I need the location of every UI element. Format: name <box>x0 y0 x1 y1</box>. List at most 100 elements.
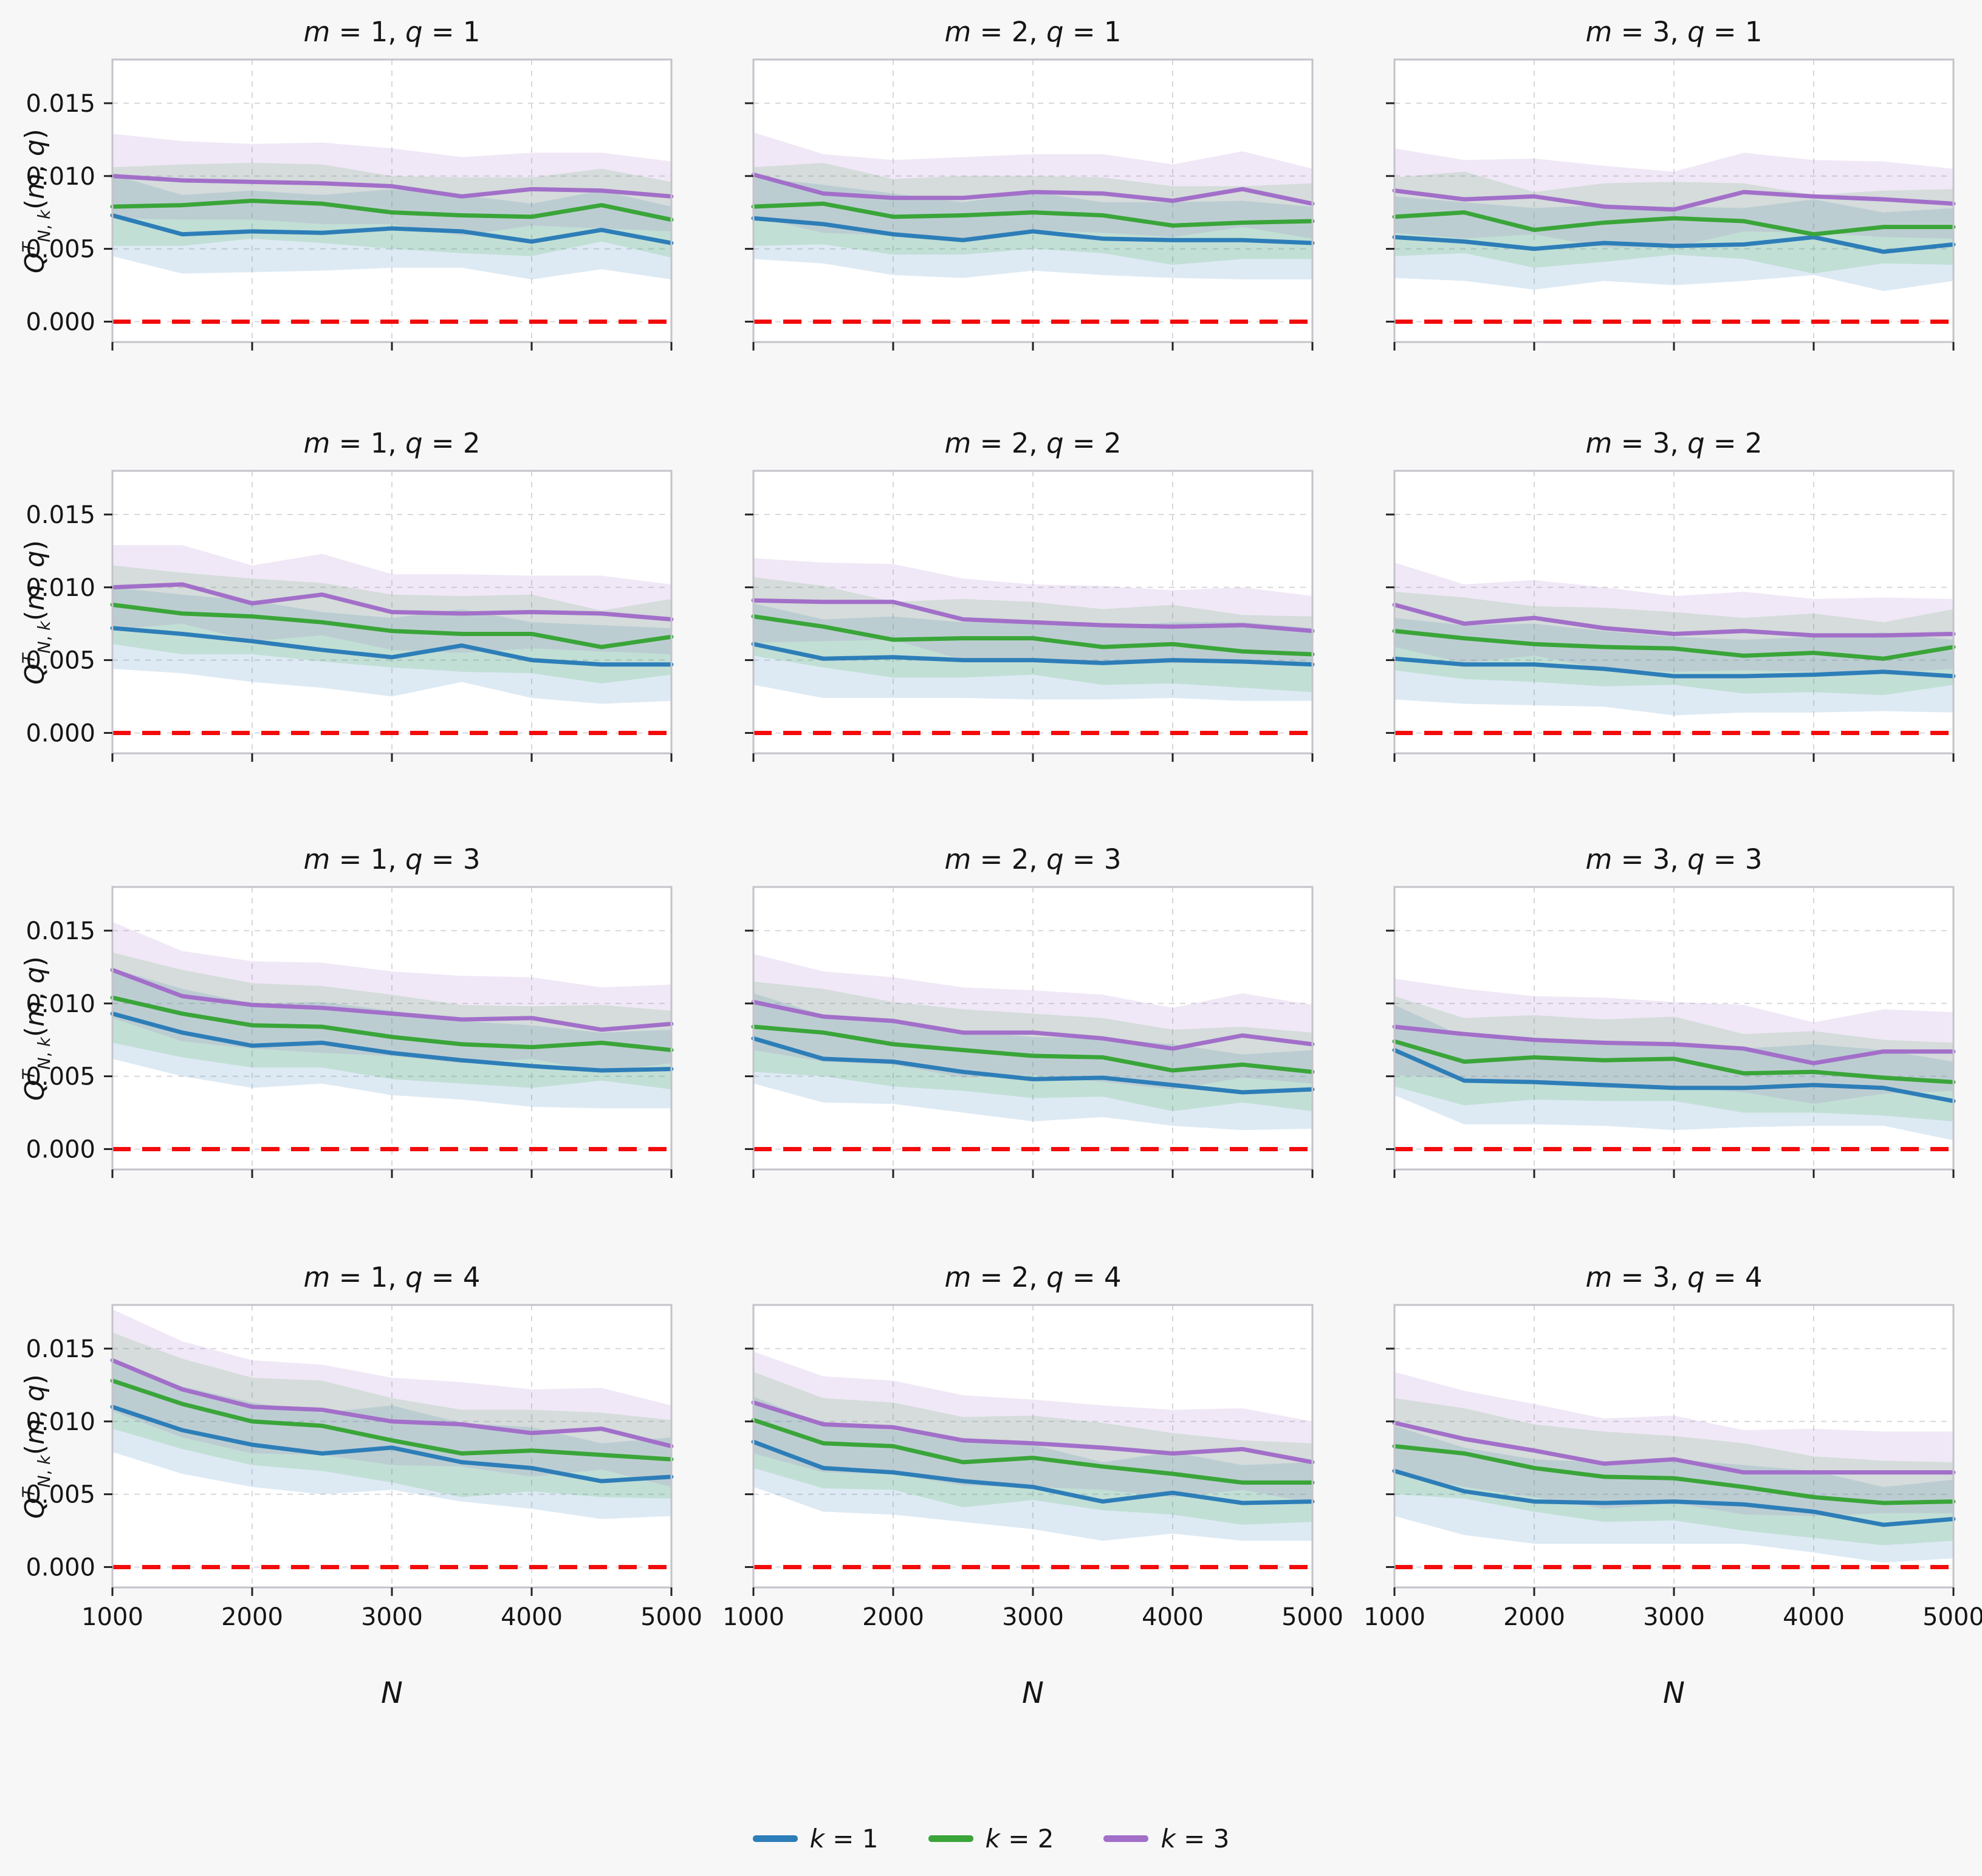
confidence-band-k2 <box>112 952 671 1090</box>
legend-label: k = 2 <box>985 1824 1054 1854</box>
series-line-k3 <box>751 172 1315 206</box>
series-line-k1 <box>110 626 674 667</box>
confidence-band-k3 <box>112 922 671 1072</box>
subplot-m1-q3: m = 1, q = 3 0.000 0.005 0.010 0.015 <box>26 842 674 1178</box>
x-tick-label: 4000 <box>501 1603 563 1631</box>
x-tick-label: 5000 <box>1281 1603 1343 1631</box>
confidence-band-k3 <box>1394 1372 1953 1516</box>
legend: k = 1 k = 2 k = 3 <box>0 1824 1982 1854</box>
series-line-k2 <box>110 199 674 222</box>
x-tick-label: 1000 <box>1363 1603 1425 1631</box>
subplot-m1-q1: m = 1, q = 1 0.000 0.005 0.010 0.015 <box>26 15 674 351</box>
confidence-band-k2 <box>753 981 1312 1112</box>
legend-item-k2: k = 2 <box>928 1824 1054 1854</box>
series-line-k2 <box>751 1024 1315 1074</box>
plot-area: 1000 2000 3000 4000 5000 <box>722 1304 1343 1631</box>
y-axis-label: QTN, k(m, q) <box>19 1374 54 1519</box>
x-axis-label: N <box>1663 1676 1685 1710</box>
legend-label: k = 3 <box>1161 1824 1230 1854</box>
subplot-title: m = 2, q = 3 <box>944 843 1122 875</box>
y-tick-label: 0.010 <box>26 990 95 1018</box>
y-axis-label: QTN, k(m, q) <box>19 956 54 1101</box>
subplot-m1-q4: m = 1, q = 4 0.000 0.005 0.010 0.015 1000 2000… <box>26 1260 702 1631</box>
legend-line-swatch <box>1103 1835 1149 1842</box>
y-tick-label: 0.000 <box>26 308 95 336</box>
legend-item-k3: k = 3 <box>1103 1824 1229 1854</box>
subplot-title: m = 3, q = 3 <box>1585 843 1763 875</box>
subplot-m3-q4: m = 3, q = 4 1000 2000 3000 4000 5000 <box>1363 1260 1982 1631</box>
subplot-m2-q3: m = 2, q = 3 <box>745 842 1315 1178</box>
series-line-k1 <box>751 1036 1315 1095</box>
y-tick-label: 0.010 <box>26 1408 95 1436</box>
subplot-m2-q1: m = 2, q = 1 <box>745 15 1315 351</box>
x-tick-label: 3000 <box>361 1603 423 1631</box>
plot-area <box>745 58 1315 351</box>
subplot-m3-q2: m = 3, q = 2 <box>1386 426 1956 762</box>
subplot-title: m = 2, q = 1 <box>944 16 1122 48</box>
y-tick-label: 0.015 <box>26 917 95 945</box>
series-line-k1 <box>751 642 1315 667</box>
plot-area: 1000 2000 3000 4000 5000 <box>1363 1304 1982 1631</box>
series-line-k2 <box>1392 629 1956 661</box>
confidence-band-k2 <box>1394 1398 1953 1546</box>
subplot-m3-q3: m = 3, q = 3 <box>1386 842 1956 1178</box>
series-line-k2 <box>751 1417 1315 1485</box>
plot-area <box>1386 470 1956 762</box>
subplot-title: m = 1, q = 1 <box>303 16 481 48</box>
confidence-band-k3 <box>1394 148 1953 248</box>
y-tick-label: 0.005 <box>26 1481 95 1509</box>
plot-area <box>745 886 1315 1178</box>
series-line-k1 <box>1392 235 1956 254</box>
series-line-k3 <box>1392 1420 1956 1475</box>
series-line-k1 <box>1392 1047 1956 1103</box>
series-line-k1 <box>110 213 674 245</box>
y-tick-label: 0.015 <box>26 90 95 118</box>
y-tick-label: 0.000 <box>26 1553 95 1581</box>
legend-item-k1: k = 1 <box>752 1824 879 1854</box>
x-tick-label: 3000 <box>1002 1603 1064 1631</box>
series-line-k3 <box>110 1358 674 1448</box>
x-tick-label: 1000 <box>722 1603 784 1631</box>
x-tick-label: 3000 <box>1643 1603 1705 1631</box>
y-tick-label: 0.010 <box>26 163 95 191</box>
series-line-k1 <box>1392 656 1956 679</box>
confidence-band-k3 <box>112 545 671 655</box>
subplot-title: m = 3, q = 1 <box>1585 16 1763 48</box>
plot-area <box>1386 58 1956 351</box>
plot-area <box>1386 886 1956 1178</box>
series-line-k2 <box>1392 210 1956 237</box>
series-line-k3 <box>751 598 1315 634</box>
subplot-title: m = 2, q = 4 <box>944 1261 1122 1293</box>
series-line-k3 <box>751 1400 1315 1465</box>
confidence-band-k2 <box>112 565 671 683</box>
series-line-k3 <box>110 174 674 199</box>
confidence-band-k3 <box>753 1351 1312 1503</box>
confidence-band-k2 <box>112 163 671 258</box>
confidence-band-k1 <box>1394 196 1953 292</box>
subplot-title: m = 3, q = 2 <box>1585 427 1763 459</box>
series-line-k2 <box>110 995 674 1052</box>
confidence-band-k1 <box>753 177 1312 279</box>
series-line-k1 <box>110 1012 674 1073</box>
confidence-band-k1 <box>1394 1425 1953 1563</box>
y-tick-label: 0.005 <box>26 1063 95 1091</box>
series-line-k1 <box>751 1439 1315 1505</box>
confidence-band-k1 <box>753 993 1312 1131</box>
x-tick-label: 5000 <box>640 1603 702 1631</box>
series-line-k3 <box>110 582 674 621</box>
y-tick-label: 0.005 <box>26 647 95 675</box>
y-tick-label: 0.000 <box>26 1135 95 1163</box>
confidence-band-k1 <box>1394 1005 1953 1141</box>
confidence-band-k3 <box>753 954 1312 1090</box>
x-tick-label: 5000 <box>1922 1603 1982 1631</box>
subplot-m2-q4: m = 2, q = 4 1000 2000 3000 4000 5000 <box>722 1260 1343 1631</box>
confidence-band-k3 <box>112 1309 671 1487</box>
plot-area: 0.000 0.005 0.010 0.015 1000 2000 3000 4000 5000 <box>26 1304 702 1631</box>
legend-label: k = 1 <box>809 1824 879 1854</box>
series-line-k3 <box>1392 188 1956 212</box>
series-line-k2 <box>1392 1039 1956 1084</box>
confidence-band-k3 <box>753 132 1312 239</box>
subplot-m3-q1: m = 3, q = 1 <box>1386 15 1956 351</box>
confidence-band-k2 <box>753 1372 1312 1525</box>
subplot-title: m = 1, q = 4 <box>303 1261 481 1293</box>
